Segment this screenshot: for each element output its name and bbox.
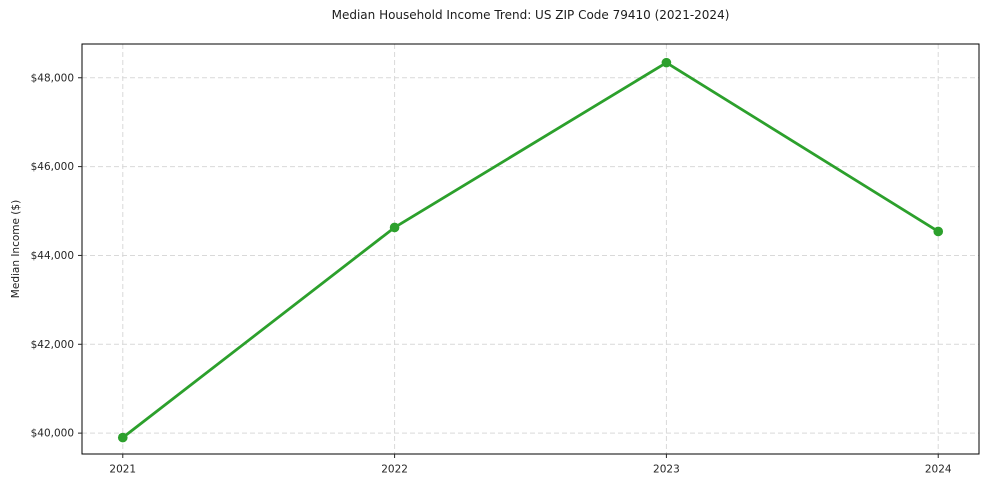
x-tick-label: 2024: [925, 464, 952, 476]
y-tick-label: $44,000: [31, 250, 74, 262]
plot-border: [81, 43, 980, 455]
y-tick-label: $42,000: [31, 339, 74, 351]
x-tick-label: 2023: [653, 464, 680, 476]
x-tick-label: 2022: [381, 464, 408, 476]
chart-title: Median Household Income Trend: US ZIP Co…: [331, 8, 730, 22]
y-tick-label: $48,000: [31, 72, 74, 84]
data-point: [389, 222, 400, 233]
trend-line: [121, 61, 940, 439]
data-point: [117, 432, 128, 443]
y-tick-label: $40,000: [31, 428, 74, 440]
data-point: [661, 57, 672, 68]
data-point: [933, 226, 944, 237]
y-tick-label: $46,000: [31, 161, 74, 173]
x-tick-label: 2021: [109, 464, 136, 476]
